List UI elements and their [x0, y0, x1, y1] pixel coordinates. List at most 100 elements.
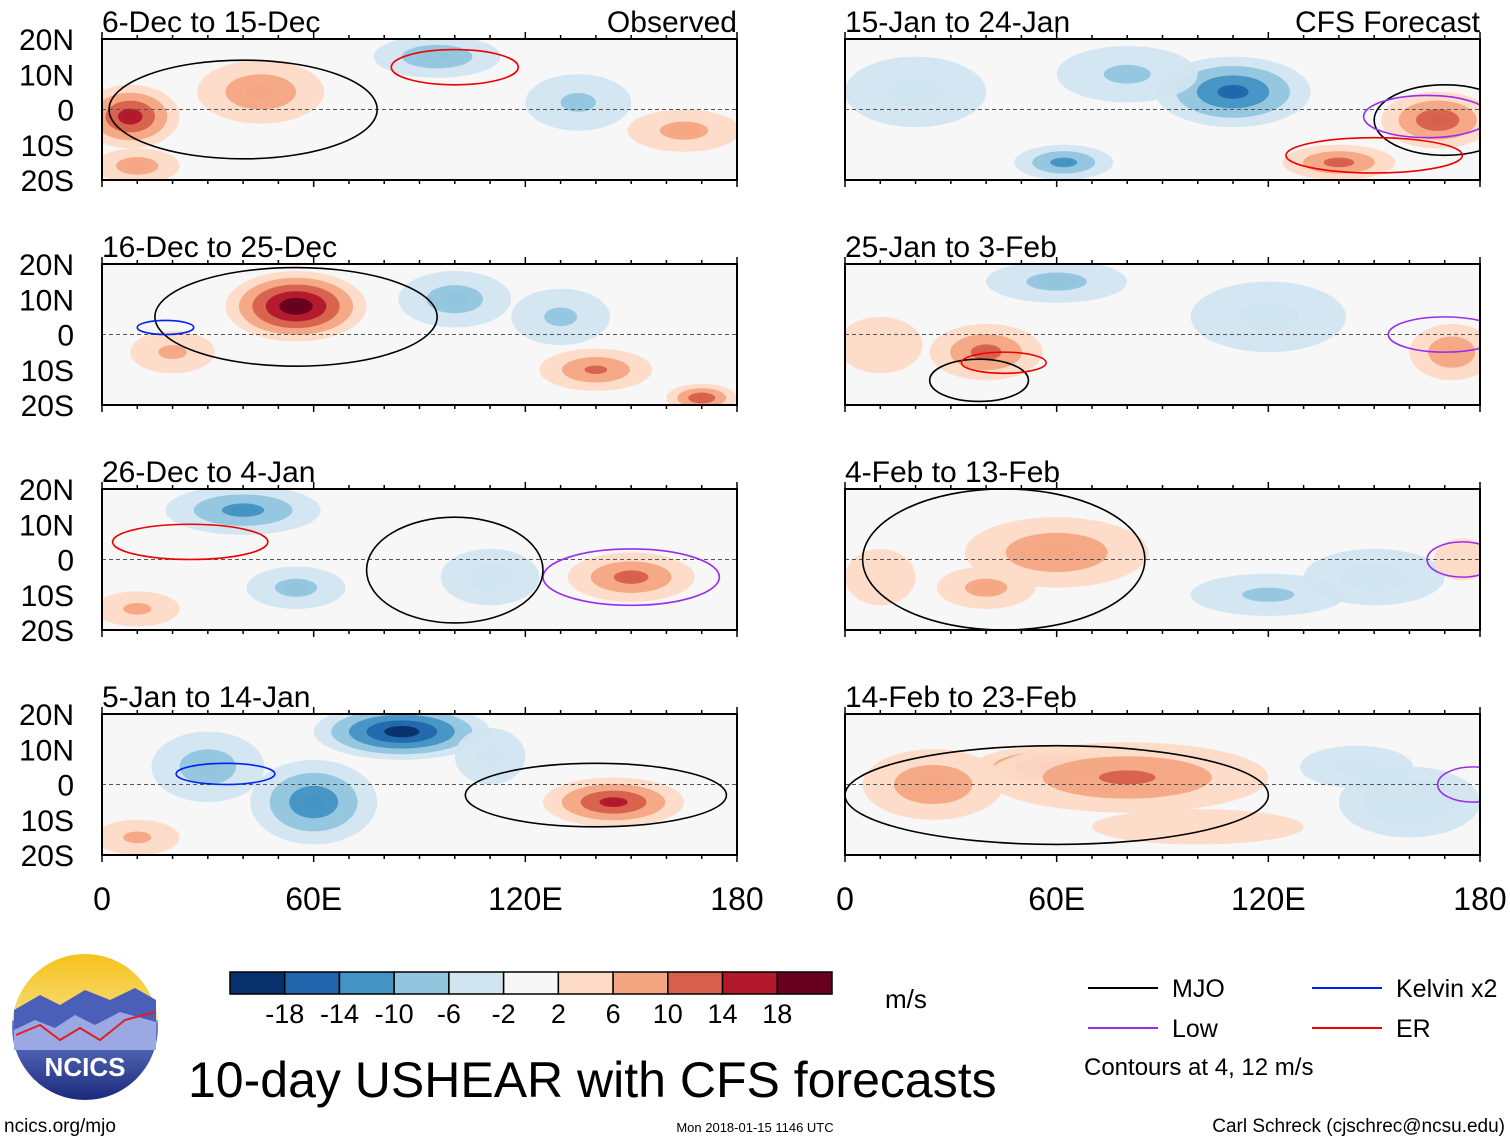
footer-url[interactable]: ncics.org/mjo	[4, 1116, 116, 1137]
shear-anomaly-area	[866, 565, 895, 589]
contour-mjo	[154, 266, 438, 368]
contour-mjo	[861, 489, 1146, 630]
colorbar-swatch	[448, 971, 505, 995]
shear-anomaly-area	[1338, 563, 1410, 592]
colorbar-swatch	[612, 971, 669, 995]
lat-tick-label: 10S	[21, 580, 74, 613]
lat-tick-label: 20N	[19, 249, 74, 282]
shear-anomaly-area	[193, 758, 222, 776]
lat-tick-label: 20S	[21, 840, 74, 873]
legend-label: Low	[1172, 1015, 1219, 1043]
shear-anomaly-area	[1242, 587, 1295, 602]
shear-anomaly-area	[584, 365, 608, 374]
colorbar-tick-label: 14	[708, 999, 738, 1029]
contour-low	[1362, 94, 1480, 139]
lat-tick-label: 10S	[21, 130, 74, 163]
contour-low	[1426, 541, 1480, 578]
contour-er	[1285, 136, 1464, 174]
colorbar-tick-label: 6	[606, 999, 621, 1029]
shear-anomaly-area	[229, 505, 258, 515]
footer-credit: Carl Schreck (cjschrec@ncsu.edu)	[1212, 1116, 1505, 1137]
shear-anomaly-area	[863, 333, 898, 357]
lat-tick-label: 10S	[21, 805, 74, 838]
shear-anomaly-area	[391, 728, 413, 736]
logo-text: NCICS	[45, 1052, 126, 1082]
colorbar-tick-label: 10	[653, 999, 683, 1029]
lat-tick-label: 10S	[21, 355, 74, 388]
map-panel-3	[102, 714, 737, 855]
shear-anomaly-area	[560, 93, 596, 112]
shear-anomaly-area	[917, 776, 949, 793]
contour-er	[960, 351, 1047, 375]
contour-er	[111, 523, 269, 561]
shear-anomaly-area	[158, 345, 187, 360]
lat-tick-label: 20S	[21, 615, 74, 648]
shear-anomaly-area	[281, 581, 311, 594]
contour-kelvin-x2	[175, 762, 276, 786]
map-panel-0	[102, 39, 737, 180]
colorbar-swatch	[338, 971, 395, 995]
shear-anomaly-area	[1099, 770, 1156, 785]
legend-label: ER	[1396, 1015, 1431, 1043]
shear-anomaly-area	[1222, 87, 1244, 97]
shear-anomaly-area	[123, 831, 152, 844]
lat-tick-label: 10N	[19, 284, 74, 317]
lat-tick-label: 20N	[19, 699, 74, 732]
map-panel-5	[845, 264, 1480, 405]
contour-mjo	[845, 744, 1270, 846]
shear-anomaly-area	[1428, 115, 1447, 125]
shear-anomaly-area	[975, 346, 997, 358]
lat-tick-label: 20S	[21, 165, 74, 198]
lat-tick-label: 20N	[19, 474, 74, 507]
column-label: CFS Forecast	[1295, 6, 1481, 39]
shear-anomaly-area	[246, 84, 275, 99]
lat-tick-label: 10N	[19, 509, 74, 542]
lon-tick-label: 120E	[488, 881, 563, 917]
lon-tick-label: 120E	[1231, 881, 1306, 917]
shear-anomaly-area	[124, 112, 137, 121]
lon-tick-label: 0	[836, 881, 854, 917]
shear-anomaly-area	[475, 745, 505, 768]
shear-anomaly-area	[440, 292, 469, 307]
map-panel-4	[845, 39, 1480, 180]
panel-title: 15-Jan to 24-Jan	[845, 6, 1070, 39]
shear-anomaly-area	[887, 77, 944, 106]
shear-anomaly-area	[1054, 159, 1073, 166]
map-panel-6	[845, 489, 1480, 630]
legend-label: Kelvin x2	[1396, 975, 1497, 1003]
lon-tick-label: 60E	[1028, 881, 1085, 917]
colorbar-tick-label: -14	[320, 999, 359, 1029]
colorbar: -18 -14 -10 -6 -2 2 6 10 14 18	[229, 971, 833, 1029]
shear-anomaly-area	[1328, 159, 1350, 166]
lat-tick-label: 0	[57, 320, 74, 353]
colorbar-swatch	[667, 971, 724, 995]
lon-tick-label: 180	[710, 881, 763, 917]
panel-title: 4-Feb to 13-Feb	[845, 456, 1060, 489]
colorbar-swatch	[557, 971, 614, 995]
panel-title: 26-Dec to 4-Jan	[102, 456, 315, 489]
lon-tick-label: 180	[1453, 881, 1506, 917]
lat-tick-label: 20S	[21, 390, 74, 423]
lon-tick-label: 0	[93, 881, 111, 917]
map-panels	[101, 32, 1481, 862]
lat-tick-label: 0	[57, 95, 74, 128]
ncics-logo: NCICS	[12, 954, 158, 1100]
panel-title: 5-Jan to 14-Jan	[102, 681, 310, 714]
contour-low	[1387, 316, 1480, 353]
colorbar-swatch	[229, 971, 286, 995]
lat-tick-label: 10N	[19, 59, 74, 92]
map-panel-2	[102, 489, 737, 630]
shear-anomaly-area	[126, 161, 148, 171]
shear-anomaly-area	[1036, 275, 1077, 288]
lat-tick-label: 0	[57, 545, 74, 578]
map-panel-7	[845, 714, 1480, 855]
contour-mjo	[928, 358, 1030, 403]
colorbar-tick-label: -18	[265, 999, 304, 1029]
shear-anomaly-area	[696, 395, 708, 401]
panel-title: 16-Dec to 25-Dec	[102, 231, 337, 264]
shear-anomaly-area	[123, 602, 152, 615]
shear-anomaly-area	[1036, 544, 1078, 561]
contour-mjo	[1373, 84, 1480, 157]
legend-label: MJO	[1172, 975, 1225, 1003]
